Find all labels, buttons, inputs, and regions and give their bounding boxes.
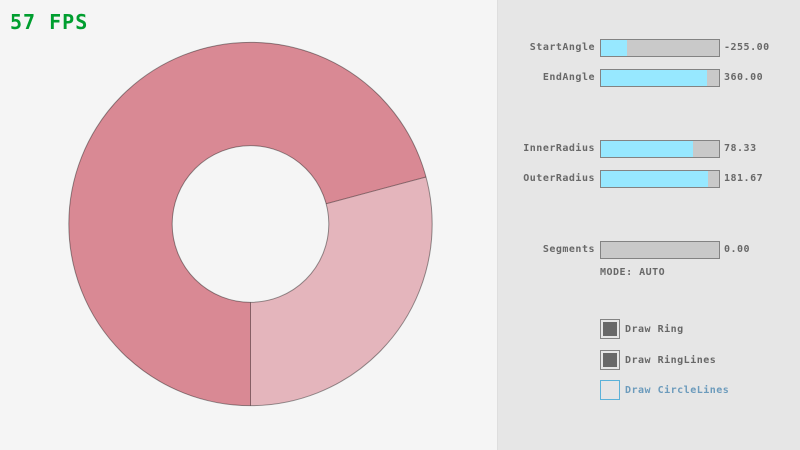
segments-value: 0.00 <box>724 244 751 255</box>
innerradius-label: InnerRadius <box>523 143 595 154</box>
checkbox-draw-ring[interactable]: Draw Ring <box>600 319 684 339</box>
endangle-slider-fill <box>601 70 708 86</box>
slider-row-outerradius: OuterRadius 181.67 <box>0 170 800 188</box>
checkbox-box[interactable] <box>600 350 620 370</box>
endangle-label: EndAngle <box>542 72 595 83</box>
checkbox-label: Draw RingLines <box>625 354 717 366</box>
ring-outer-line <box>68 41 433 407</box>
slider-row-innerradius: InnerRadius 78.33 <box>0 140 800 158</box>
segments-label: Segments <box>542 244 595 255</box>
startangle-slider[interactable] <box>600 39 720 57</box>
checkbox-box[interactable] <box>600 319 620 339</box>
checkbox-box[interactable] <box>600 380 620 400</box>
mode-status-text: MODE: AUTO <box>600 267 666 278</box>
checkbox-draw-ringlines[interactable]: Draw RingLines <box>600 350 716 370</box>
checkbox-draw-circlelines[interactable]: Draw CircleLines <box>600 380 729 400</box>
outerradius-slider[interactable] <box>600 170 720 188</box>
outerradius-slider-fill <box>601 171 709 187</box>
ring-radial-line-start <box>326 176 427 205</box>
ring-sector-double-pass <box>68 42 426 406</box>
endangle-value: 360.00 <box>724 72 764 83</box>
slider-row-segments: Segments 0.00 <box>0 241 800 259</box>
innerradius-slider-fill <box>601 141 694 157</box>
checkbox-label: Draw Ring <box>625 323 684 335</box>
slider-row-endangle: EndAngle 360.00 <box>0 69 800 87</box>
innerradius-value: 78.33 <box>724 143 757 154</box>
ring-sector-single-pass <box>250 176 433 406</box>
fps-counter: 57 FPS <box>10 10 89 34</box>
outerradius-label: OuterRadius <box>523 173 595 184</box>
check-mark <box>603 353 617 367</box>
innerradius-slider[interactable] <box>600 140 720 158</box>
checkbox-label: Draw CircleLines <box>625 384 730 396</box>
segments-slider[interactable] <box>600 241 720 259</box>
startangle-slider-fill <box>601 40 627 56</box>
startangle-label: StartAngle <box>529 42 595 53</box>
ring-inner-line <box>171 145 330 303</box>
outerradius-value: 181.67 <box>724 173 764 184</box>
startangle-value: -255.00 <box>724 42 770 53</box>
slider-row-startangle: StartAngle -255.00 <box>0 39 800 57</box>
endangle-slider[interactable] <box>600 69 720 87</box>
check-mark <box>603 322 617 336</box>
